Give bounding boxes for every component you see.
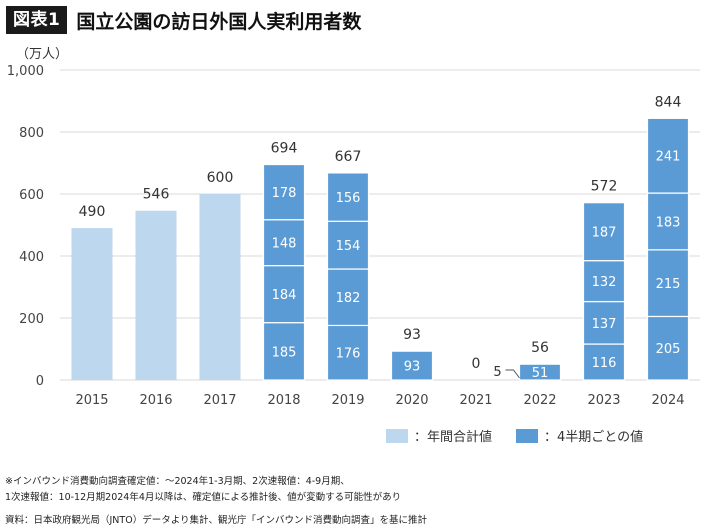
x-tick-label: 2023 [587,393,620,408]
total-label: 694 [271,141,298,157]
chart-title: 国立公園の訪日外国人実利用者数 [76,10,362,33]
bar-segment-quarter [262,265,306,324]
total-label: 667 [335,149,362,165]
y-tick-labels: 0 200 400 600 800 1,000 [7,64,44,389]
bar-segment-quarter [582,343,626,381]
segment-label: 185 [272,345,297,360]
x-tick-label: 2022 [523,393,556,408]
y-unit-label: （万人） [16,47,68,62]
bar-segment-quarter [582,260,626,303]
footnote-line-2: 1次速報値：10-12月期2024年4月以降は、確定値による推計後、値が変動する… [5,492,402,503]
bar-segment-quarter [262,163,306,221]
figure-badge: 図表1 [6,6,68,34]
segment-label: 93 [404,360,421,375]
segment-label: 205 [656,342,681,357]
bar-segment-quarter [646,249,690,318]
legend-item-quarterly: ：4半期ごとの値 [516,426,643,445]
segment-label: 215 [656,277,681,292]
bar-segment-quarter [582,202,626,262]
y-tick-label: 200 [19,312,44,327]
bar-segment-quarter [326,220,370,270]
total-label: 572 [591,179,618,195]
bar-annual [71,228,113,380]
x-tick-label: 2024 [651,393,684,408]
chart-header: 図表1 国立公園の訪日外国人実利用者数 [6,5,361,35]
total-label: 93 [403,327,421,343]
bar-segment-quarter [326,172,370,222]
total-label: 844 [655,94,682,110]
callout-label-2022: 5 [493,365,501,380]
segment-label: 178 [272,186,297,201]
footnotes: ※インバウンド消費動向調査確定値：～2024年1-3月期、2次速報値：4-9月期… [5,474,401,506]
legend: ：年間合計値 ：4半期ごとの値 [386,426,667,445]
bar-annual [199,194,241,380]
segment-label: 116 [592,356,617,371]
x-tick-label: 2020 [395,393,428,408]
total-label: 490 [79,204,106,220]
x-tick-label: 2016 [139,393,172,408]
total-label: 56 [531,340,549,356]
bar-segment-quarter [646,117,690,194]
data-labels: 490 546 600 185 184 148 178 694 176 182 154 156 667 9… [79,94,682,381]
callout-leader-2022 [505,369,520,379]
legend-swatch-quarterly [516,428,539,443]
y-tick-label: 0 [36,374,44,389]
segment-label: 156 [336,191,361,206]
bar-segment-quarter [262,322,306,381]
bar-segment-quarter [646,315,690,381]
y-tick-label: 400 [19,250,44,265]
total-label: 0 [472,356,481,372]
total-label: 546 [143,187,170,203]
bar-segment-quarter [390,350,434,381]
x-tick-label: 2021 [459,393,492,408]
segment-label: 154 [336,239,361,254]
legend-label-quarterly: ：4半期ごとの値 [544,430,644,445]
segment-label: 183 [656,215,681,230]
y-tick-label: 1,000 [7,64,44,79]
bar-segment-quarter [518,363,562,381]
segment-label: 132 [592,275,617,290]
x-tick-label: 2019 [331,393,364,408]
segment-label: 148 [272,237,297,252]
segment-label: 187 [592,226,617,241]
segment-label: 176 [336,347,361,362]
segment-label: 184 [272,288,297,303]
bar-annual [135,210,177,380]
x-tick-label: 2015 [75,393,108,408]
footnote-line-1: ※インバウンド消費動向調査確定値：～2024年1-3月期、2次速報値：4-9月期… [5,476,350,487]
total-label: 600 [207,170,234,186]
x-tick-label: 2017 [203,393,236,408]
x-tick-labels: 2015 2016 2017 2018 2019 2020 2021 2022 2023 2024 [75,393,684,408]
legend-swatch-annual [386,428,408,443]
segment-label: 51 [532,366,549,381]
segment-label: 137 [592,317,617,332]
bar-chart: （万人） 0 200 400 600 800 1,000 490 546 600 185 184 1… [7,47,700,408]
segment-label: 241 [656,150,681,165]
legend-item-annual: ：年間合計値 [386,426,492,445]
x-tick-label: 2018 [267,393,300,408]
source-note: 資料：日本政府観光局（JNTO）データより集計、観光庁「インバウンド消費動向調査… [5,515,427,526]
legend-label-annual: ：年間合計値 [414,430,493,445]
segment-label: 182 [336,291,361,306]
bar-segment-quarter [582,300,626,345]
y-tick-label: 800 [19,126,44,141]
y-tick-label: 600 [19,188,44,203]
bars [71,117,690,381]
